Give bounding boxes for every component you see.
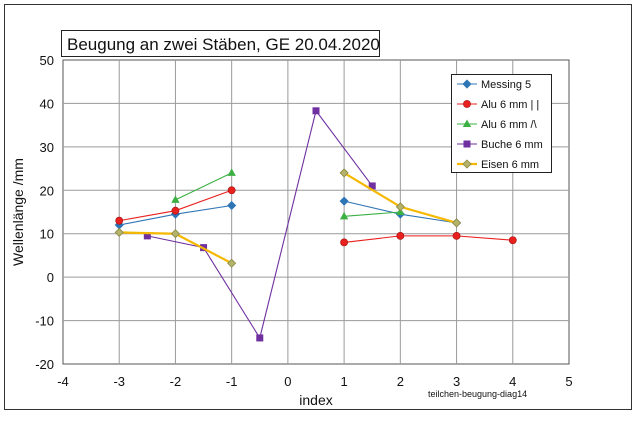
legend-label: Messing 5: [481, 79, 531, 91]
y-tick-label: -20: [35, 357, 54, 372]
series-line: [344, 235, 513, 243]
data-point: [396, 231, 405, 240]
legend-marker: [462, 159, 472, 169]
data-point: [227, 258, 237, 268]
series-4: [114, 168, 462, 268]
series-1: [115, 186, 517, 247]
legend-label: Eisen 6 mm: [481, 159, 539, 171]
y-tick-label: -10: [35, 314, 54, 329]
data-point: [368, 182, 376, 190]
y-axis-label: Wellenlänge /mm: [10, 158, 26, 266]
data-point: [312, 107, 320, 115]
data-point: [171, 206, 180, 215]
data-point: [115, 216, 124, 225]
legend-marker: [463, 100, 471, 108]
legend-label: Alu 6 mm | |: [481, 99, 539, 111]
data-point: [171, 195, 180, 203]
x-tick-label: 5: [565, 374, 572, 389]
data-point: [227, 186, 236, 195]
x-tick-label: 3: [453, 374, 460, 389]
legend: Messing 5 Alu 6 mm | | Alu 6 mm /\ Buche 6 …: [451, 74, 552, 173]
x-tick-label: -2: [170, 374, 182, 389]
data-point: [508, 236, 517, 245]
data-point: [170, 229, 181, 239]
y-tick-label: 50: [40, 53, 54, 68]
y-tick-label: 30: [40, 140, 54, 155]
data-point: [451, 218, 462, 228]
data-point: [395, 202, 405, 212]
x-tick-label: -1: [226, 374, 238, 389]
data-point: [256, 334, 264, 342]
legend-marker: [463, 140, 471, 148]
data-point: [227, 168, 236, 176]
data-point: [227, 200, 237, 211]
x-tick-label: 0: [284, 374, 291, 389]
chart-annotation: teilchen-beugung-diag14: [428, 389, 527, 399]
data-point: [339, 168, 349, 178]
series-line: [344, 211, 401, 217]
legend-label: Buche 6 mm: [481, 139, 543, 151]
x-tick-label: 2: [397, 374, 404, 389]
series-layer: [114, 107, 517, 342]
x-tick-label: 4: [509, 374, 516, 389]
x-tick-label: -3: [113, 374, 125, 389]
x-axis-label: index: [299, 392, 332, 408]
data-point: [143, 232, 151, 240]
y-tick-label: 20: [40, 183, 54, 198]
data-point: [339, 196, 349, 206]
x-tick-label: -4: [57, 374, 69, 389]
data-point: [114, 227, 124, 237]
legend-label: Alu 6 mm /\: [481, 119, 538, 131]
y-tick-label: 40: [40, 96, 54, 111]
x-tick-label: 1: [340, 374, 347, 389]
y-tick-label: 0: [47, 270, 54, 285]
y-tick-label: 10: [40, 227, 54, 242]
data-point: [340, 238, 349, 247]
chart-title: Beugung an zwei Stäben, GE 20.04.2020: [67, 35, 380, 54]
title-box: [61, 30, 380, 57]
data-point: [339, 211, 349, 220]
legend-marker: [462, 119, 472, 127]
legend-marker: [462, 79, 472, 89]
data-point: [452, 231, 461, 240]
series-line: [175, 172, 232, 201]
